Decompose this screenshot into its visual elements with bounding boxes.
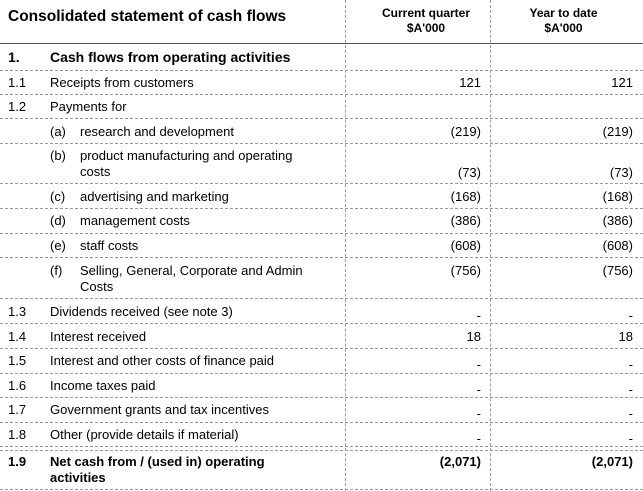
row-divider <box>0 118 643 119</box>
row-divider <box>0 422 643 423</box>
row-divider <box>0 373 643 374</box>
row-divider <box>0 446 643 447</box>
column-divider <box>345 0 346 491</box>
row-divider <box>0 323 643 324</box>
statement-title: Consolidated statement of cash flows <box>8 8 287 25</box>
row-divider <box>0 70 643 71</box>
row-divider <box>0 489 643 490</box>
table-header: Consolidated statement of cash flows Cur… <box>0 0 643 44</box>
row-divider <box>0 94 643 95</box>
row-divider <box>0 257 643 258</box>
row-divider <box>0 348 643 349</box>
column-divider <box>490 0 491 491</box>
year-to-date-header: Year to date $A'000 <box>529 6 598 35</box>
row-divider <box>0 397 643 398</box>
row-divider <box>0 298 643 299</box>
row-divider <box>0 450 643 451</box>
header-divider <box>0 43 643 44</box>
current-quarter-header: Current quarter $A'000 <box>381 6 470 35</box>
row-divider <box>0 143 643 144</box>
row-divider <box>0 233 643 234</box>
row-divider <box>0 183 643 184</box>
row-divider <box>0 208 643 209</box>
